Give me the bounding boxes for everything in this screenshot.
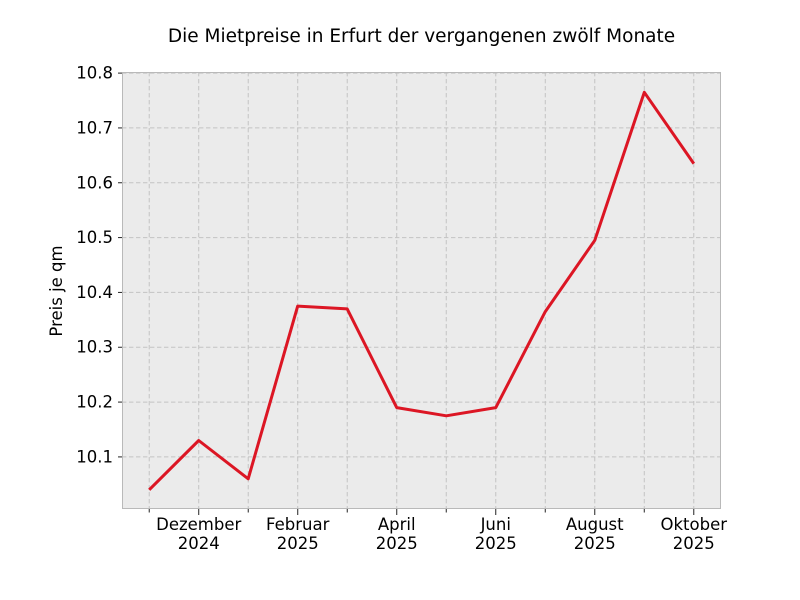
x-tick-label: April 2025 (376, 515, 418, 553)
y-tick-label: 10.3 (76, 338, 113, 357)
y-tick-label: 10.7 (76, 118, 113, 137)
x-tick-label: Dezember 2024 (156, 515, 241, 553)
y-tick-label: 10.1 (76, 447, 113, 466)
data-line (148, 90, 696, 491)
y-tick-label: 10.4 (76, 283, 113, 302)
plot-border (122, 72, 721, 509)
x-tick-label: August 2025 (566, 515, 624, 553)
chart-title: Die Mietpreise in Erfurt der vergangenen… (167, 26, 676, 47)
y-tick-label: 10.8 (76, 64, 113, 83)
x-tick-label: Juni 2025 (475, 515, 517, 553)
y-tick-label: 10.2 (76, 393, 113, 412)
y-tick-label: 10.6 (76, 173, 113, 192)
y-tick-label: 10.5 (76, 228, 113, 247)
plot-area (122, 72, 721, 509)
x-tick-label: Oktober 2025 (661, 515, 728, 553)
x-tick-label: Februar 2025 (266, 515, 330, 553)
